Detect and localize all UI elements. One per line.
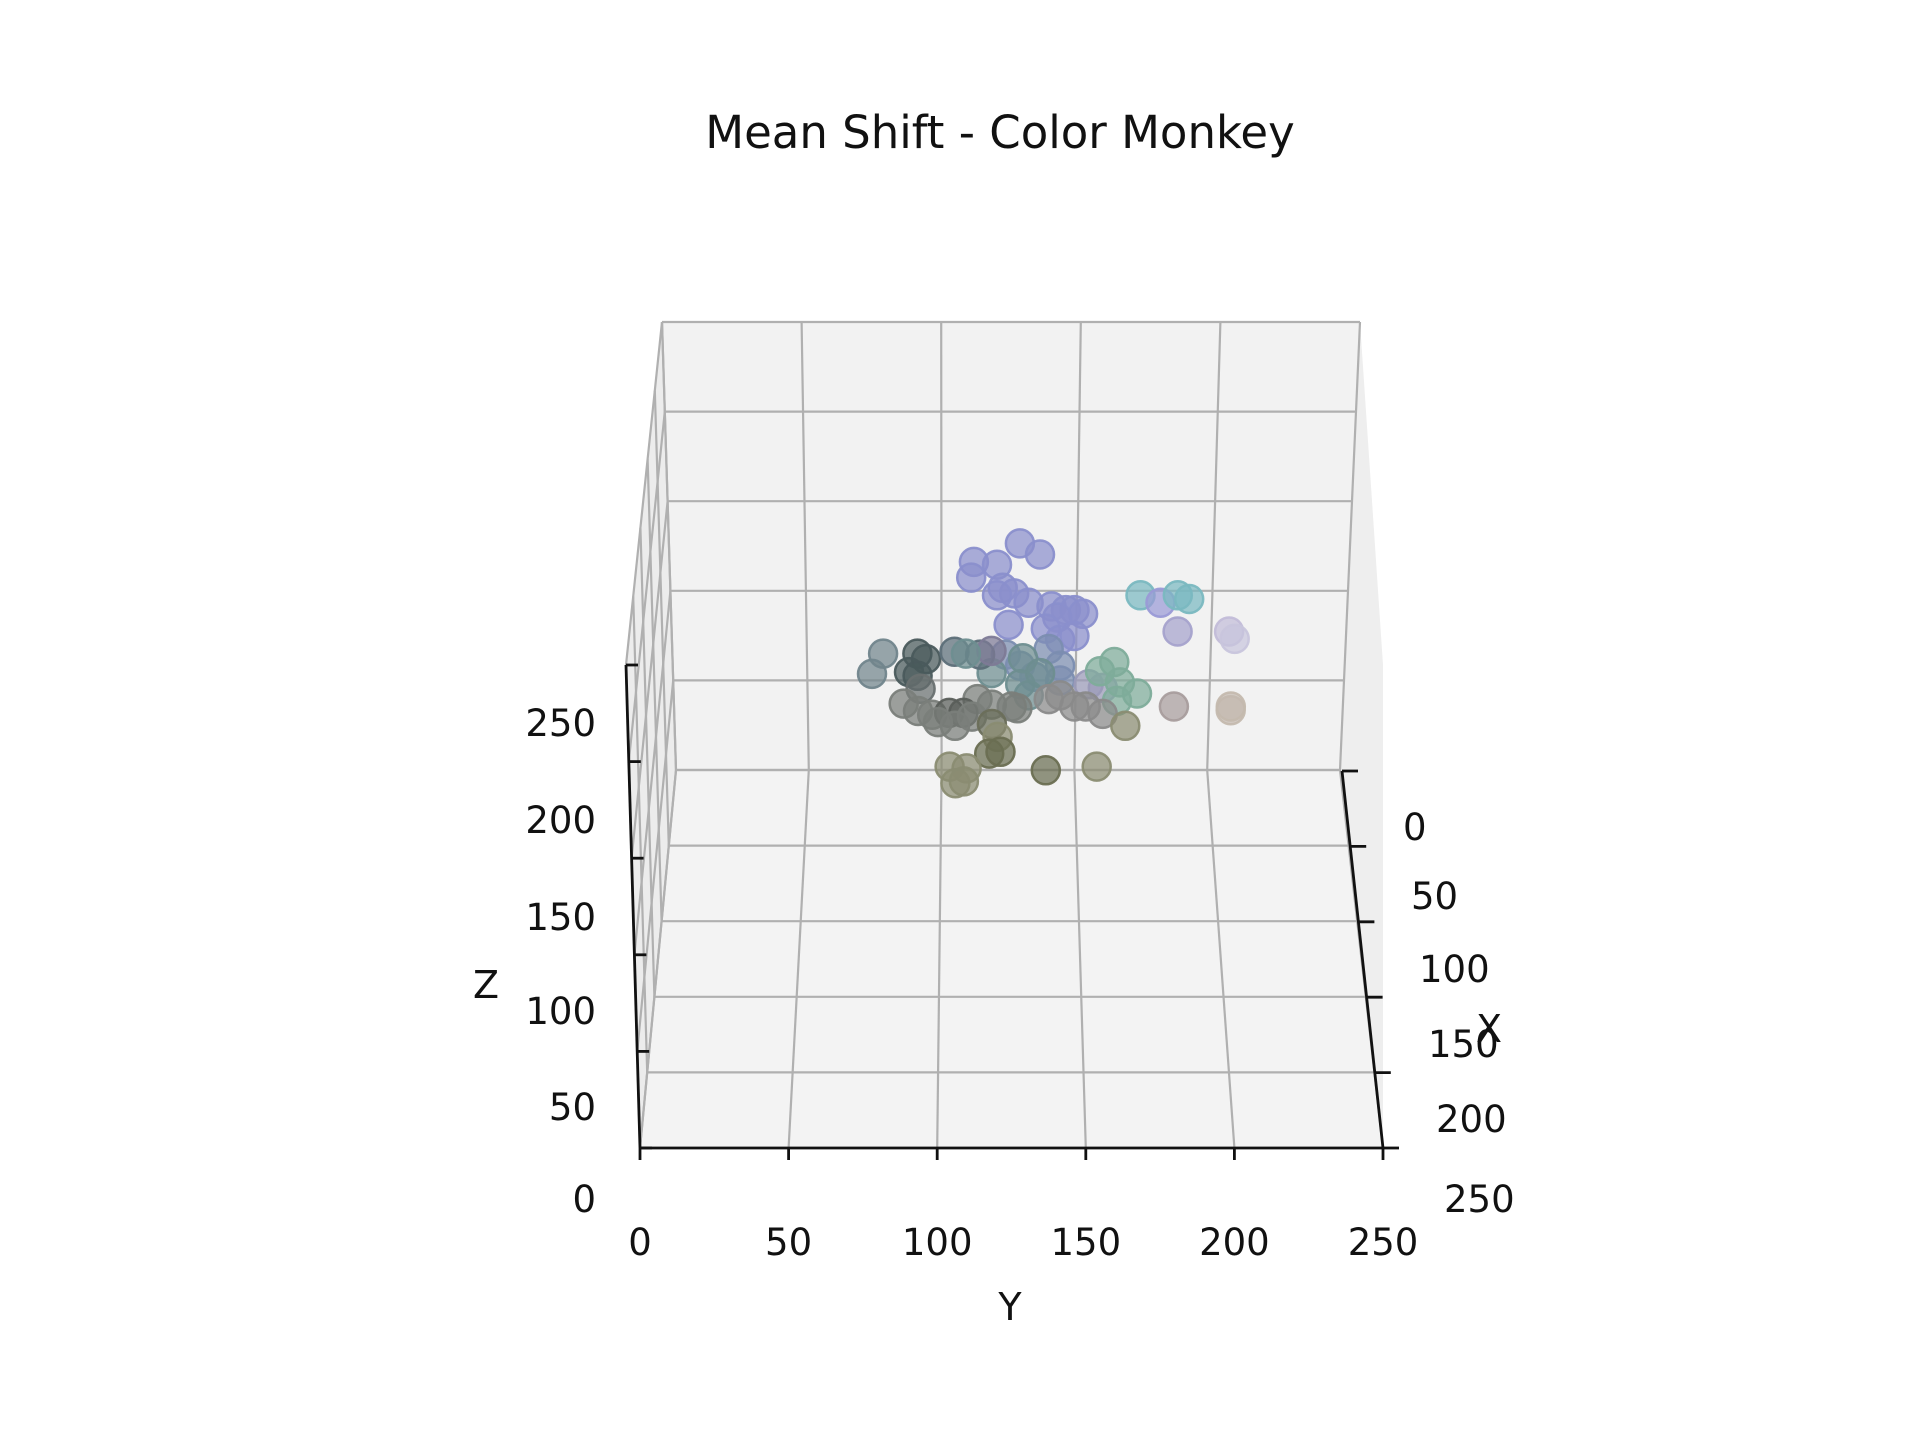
data-point: [950, 767, 978, 795]
data-point: [952, 640, 980, 668]
data-point: [1046, 681, 1074, 709]
y-tick-label: 200: [1199, 1221, 1270, 1264]
y-tick-label: 50: [765, 1221, 812, 1264]
data-point: [995, 611, 1023, 639]
data-point: [1221, 625, 1249, 653]
y-tick-label: 250: [1348, 1221, 1419, 1264]
z-tick-label: 50: [549, 1086, 596, 1129]
data-point: [983, 581, 1011, 609]
z-tick-label: 150: [525, 896, 596, 939]
floor-pane: [640, 770, 1383, 1148]
data-point: [987, 738, 1015, 766]
data-point: [978, 637, 1006, 665]
y-axis-label: Y: [997, 1285, 1022, 1329]
data-point: [1083, 753, 1111, 781]
y-tick-label: 100: [902, 1221, 973, 1264]
data-point: [1175, 585, 1203, 613]
data-point: [1160, 693, 1188, 721]
y-tick-label: 0: [628, 1221, 652, 1264]
data-point: [1003, 694, 1031, 722]
chart-title: Mean Shift - Color Monkey: [705, 106, 1294, 159]
data-point: [1164, 618, 1192, 646]
x-axis-label: X: [1476, 1007, 1502, 1051]
x-tick-label: 100: [1419, 948, 1490, 991]
x-tick-label: 250: [1444, 1178, 1515, 1221]
data-point: [1032, 756, 1060, 784]
data-point: [957, 564, 985, 592]
z-tick-label: 100: [525, 990, 596, 1033]
x-tick-label: 50: [1411, 875, 1458, 918]
data-point: [1111, 712, 1139, 740]
x-tick-label: 0: [1403, 806, 1427, 849]
data-point: [1009, 644, 1037, 672]
data-point: [1026, 541, 1054, 569]
z-tick-label: 200: [525, 799, 596, 842]
z-axis-label: Z: [473, 963, 499, 1007]
z-tick-label: 250: [525, 702, 596, 745]
y-tick-label: 150: [1050, 1221, 1121, 1264]
data-point: [1060, 622, 1088, 650]
data-point: [1217, 693, 1245, 721]
z-tick-label: 0: [572, 1178, 596, 1221]
data-point: [858, 660, 886, 688]
x-tick-label: 200: [1436, 1098, 1507, 1141]
